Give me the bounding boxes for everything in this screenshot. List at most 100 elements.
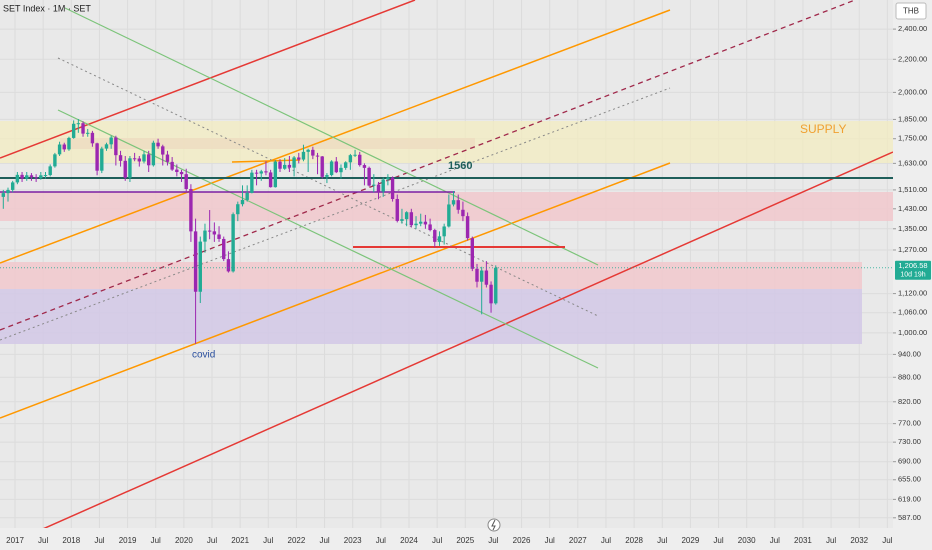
x-tick-label: Jul [601, 536, 611, 545]
candle-body [297, 157, 301, 160]
x-tick-label: 2030 [738, 536, 756, 545]
candle-body [29, 175, 34, 178]
candle-body [428, 224, 432, 231]
candle-body [329, 161, 334, 176]
y-tick-label: 655.00 [898, 475, 921, 484]
candle-body [170, 161, 174, 170]
candle-body [198, 241, 202, 292]
x-tick-label: Jul [376, 536, 386, 545]
candle-body [43, 175, 48, 177]
icon [491, 519, 496, 531]
y-tick-label: 730.00 [898, 437, 921, 446]
x-tick-label: Jul [657, 536, 667, 545]
y-tick-label: 770.00 [898, 419, 921, 428]
candle-body [109, 137, 113, 145]
y-tick-label: 1,630.00 [898, 158, 927, 167]
candle-body [184, 174, 188, 189]
candle-body [71, 123, 76, 138]
candle-body [104, 144, 109, 149]
candle-body [447, 204, 451, 227]
x-tick-label: 2024 [400, 536, 418, 545]
x-tick-label: 2026 [513, 536, 531, 545]
candle-body [376, 184, 381, 192]
x-tick-label: 2027 [569, 536, 587, 545]
candle-body [15, 174, 20, 183]
y-tick-label: 1,060.00 [898, 308, 927, 317]
y-tick-label: 1,350.00 [898, 224, 927, 233]
candle-body [6, 189, 10, 194]
x-tick-label: 2025 [456, 536, 474, 545]
candle-body [10, 182, 15, 190]
x-tick-label: Jul [319, 536, 329, 545]
candle-body [193, 231, 198, 292]
currency: THB [903, 7, 919, 16]
candle-body [273, 161, 278, 188]
last-price-label: 1,206.58 [898, 261, 927, 270]
annotation: 1560 [448, 160, 472, 172]
currency-box[interactable] [895, 2, 927, 20]
x-tick-label: Jul [770, 536, 780, 545]
x-tick-label: 2032 [850, 536, 868, 545]
candle-body [381, 179, 385, 192]
icon[interactable] [487, 518, 501, 532]
y-tick-label: 1,750.00 [898, 134, 927, 143]
candle-body [114, 137, 118, 156]
x-tick-label: 2020 [175, 536, 193, 545]
candle-body [433, 230, 437, 242]
candle-body [343, 162, 348, 168]
time-axis [0, 528, 893, 550]
x-tick-label: 2017 [6, 536, 24, 545]
candle-body [189, 188, 193, 232]
y-tick-label: 1,510.00 [898, 185, 927, 194]
x-tick-label: 2031 [794, 536, 812, 545]
candle-body [494, 267, 498, 304]
candle-body [306, 149, 310, 152]
x-tick-label: Jul [882, 536, 892, 545]
x-tick-label: Jul [38, 536, 48, 545]
candle-body [254, 172, 259, 174]
candle-body [86, 132, 90, 134]
drawings [0, 0, 894, 549]
candle-body [358, 154, 362, 166]
candle-body [325, 175, 329, 177]
candle-body [222, 238, 226, 260]
x-tick-label: 2023 [344, 536, 362, 545]
candle-body [479, 270, 484, 282]
x-tick-label: 2028 [625, 536, 643, 545]
candle-body [451, 200, 456, 205]
y-tick-label: 2,000.00 [898, 87, 927, 96]
candle-body [203, 230, 207, 242]
candle-body [456, 200, 460, 210]
y-tick-label: 1,000.00 [898, 328, 927, 337]
y-tick-label: 2,200.00 [898, 54, 927, 63]
candle-body [315, 155, 320, 157]
candle-body [165, 154, 170, 162]
x-tick-label: Jul [713, 536, 723, 545]
candle-body [53, 154, 57, 167]
candle-body [470, 238, 475, 269]
candle-body [414, 223, 418, 226]
countdown: 10d 19h [900, 272, 925, 279]
candle-body [39, 175, 43, 179]
y-tick-label: 1,850.00 [898, 114, 927, 123]
x-tick-label: Jul [94, 536, 104, 545]
candle-body [240, 199, 245, 205]
y-tick-label: 820.00 [898, 397, 921, 406]
candle-body [81, 123, 85, 134]
candle-body [76, 123, 81, 125]
trend-line [231, 159, 301, 163]
y-tick-label: 1,270.00 [898, 245, 927, 254]
candle-body [226, 259, 231, 272]
candle-body [419, 221, 423, 224]
trend-line [0, 9, 671, 264]
candle-body [400, 219, 404, 221]
candle-body [339, 167, 343, 173]
candle-body [250, 172, 254, 193]
candle-body [137, 158, 142, 162]
candle-body [287, 164, 292, 168]
candle-body [292, 157, 296, 168]
axes: 2,400.00 2,200.00 2,000.00 1,850.00 1,750.00… [6, 24, 931, 545]
trend-line [0, 162, 671, 419]
candle-body [264, 171, 268, 173]
